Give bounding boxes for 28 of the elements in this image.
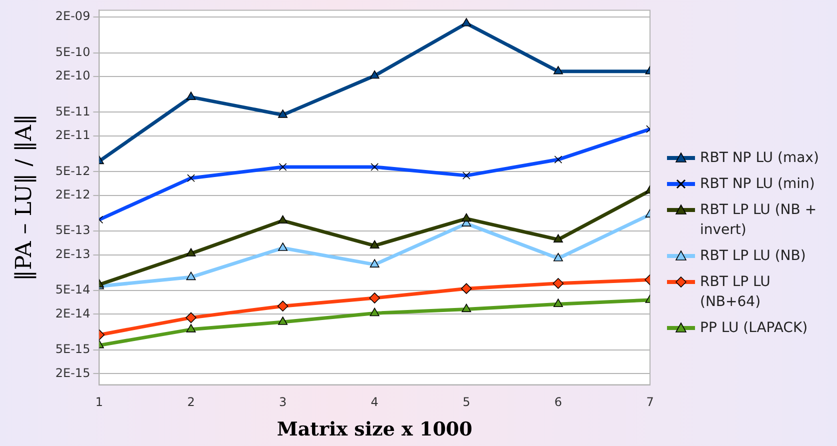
y-tick-label: 5E-10	[55, 44, 90, 59]
y-tick-label: 2E-10	[55, 68, 90, 83]
x-axis-title: Matrix size x 1000	[276, 418, 472, 441]
x-tick-label: 1	[95, 395, 104, 410]
x-tick-label: 6	[554, 395, 562, 410]
y-tick-label: 2E-09	[55, 9, 90, 24]
x-tick-label: 5	[462, 395, 470, 410]
y-tick-label: 5E-13	[55, 223, 90, 238]
legend-label: RBT NP LU (min)	[700, 175, 816, 194]
x-tick-label: 2	[187, 395, 195, 410]
y-tick-label: 5E-15	[55, 342, 90, 356]
y-tick-label: 5E-11	[55, 104, 90, 118]
y-tick-label: 2E-14	[55, 306, 90, 320]
y-tick-label: 2E-12	[55, 187, 90, 202]
legend-label: RBT LP LU (NB+64)	[700, 273, 772, 312]
legend-label: PP LU (LAPACK)	[700, 319, 809, 338]
x-tick-label: 3	[278, 395, 287, 410]
legend-label: RBT LP LU (NB + invert)	[700, 201, 818, 240]
legend-label: RBT NP LU (max)	[700, 149, 820, 168]
x-tick-label: 7	[646, 395, 654, 410]
y-tick-label: 5E-12	[55, 164, 90, 178]
x-tick-label: 4	[370, 395, 378, 410]
y-axis-title: ‖PA – LU‖ / ‖A‖	[12, 114, 37, 281]
y-tick-label: 5E-14	[55, 282, 90, 297]
legend-label: RBT LP LU (NB)	[700, 247, 807, 266]
y-tick-label: 2E-11	[55, 128, 90, 142]
y-tick-label: 2E-15	[55, 366, 90, 380]
y-tick-label: 2E-13	[55, 246, 90, 261]
